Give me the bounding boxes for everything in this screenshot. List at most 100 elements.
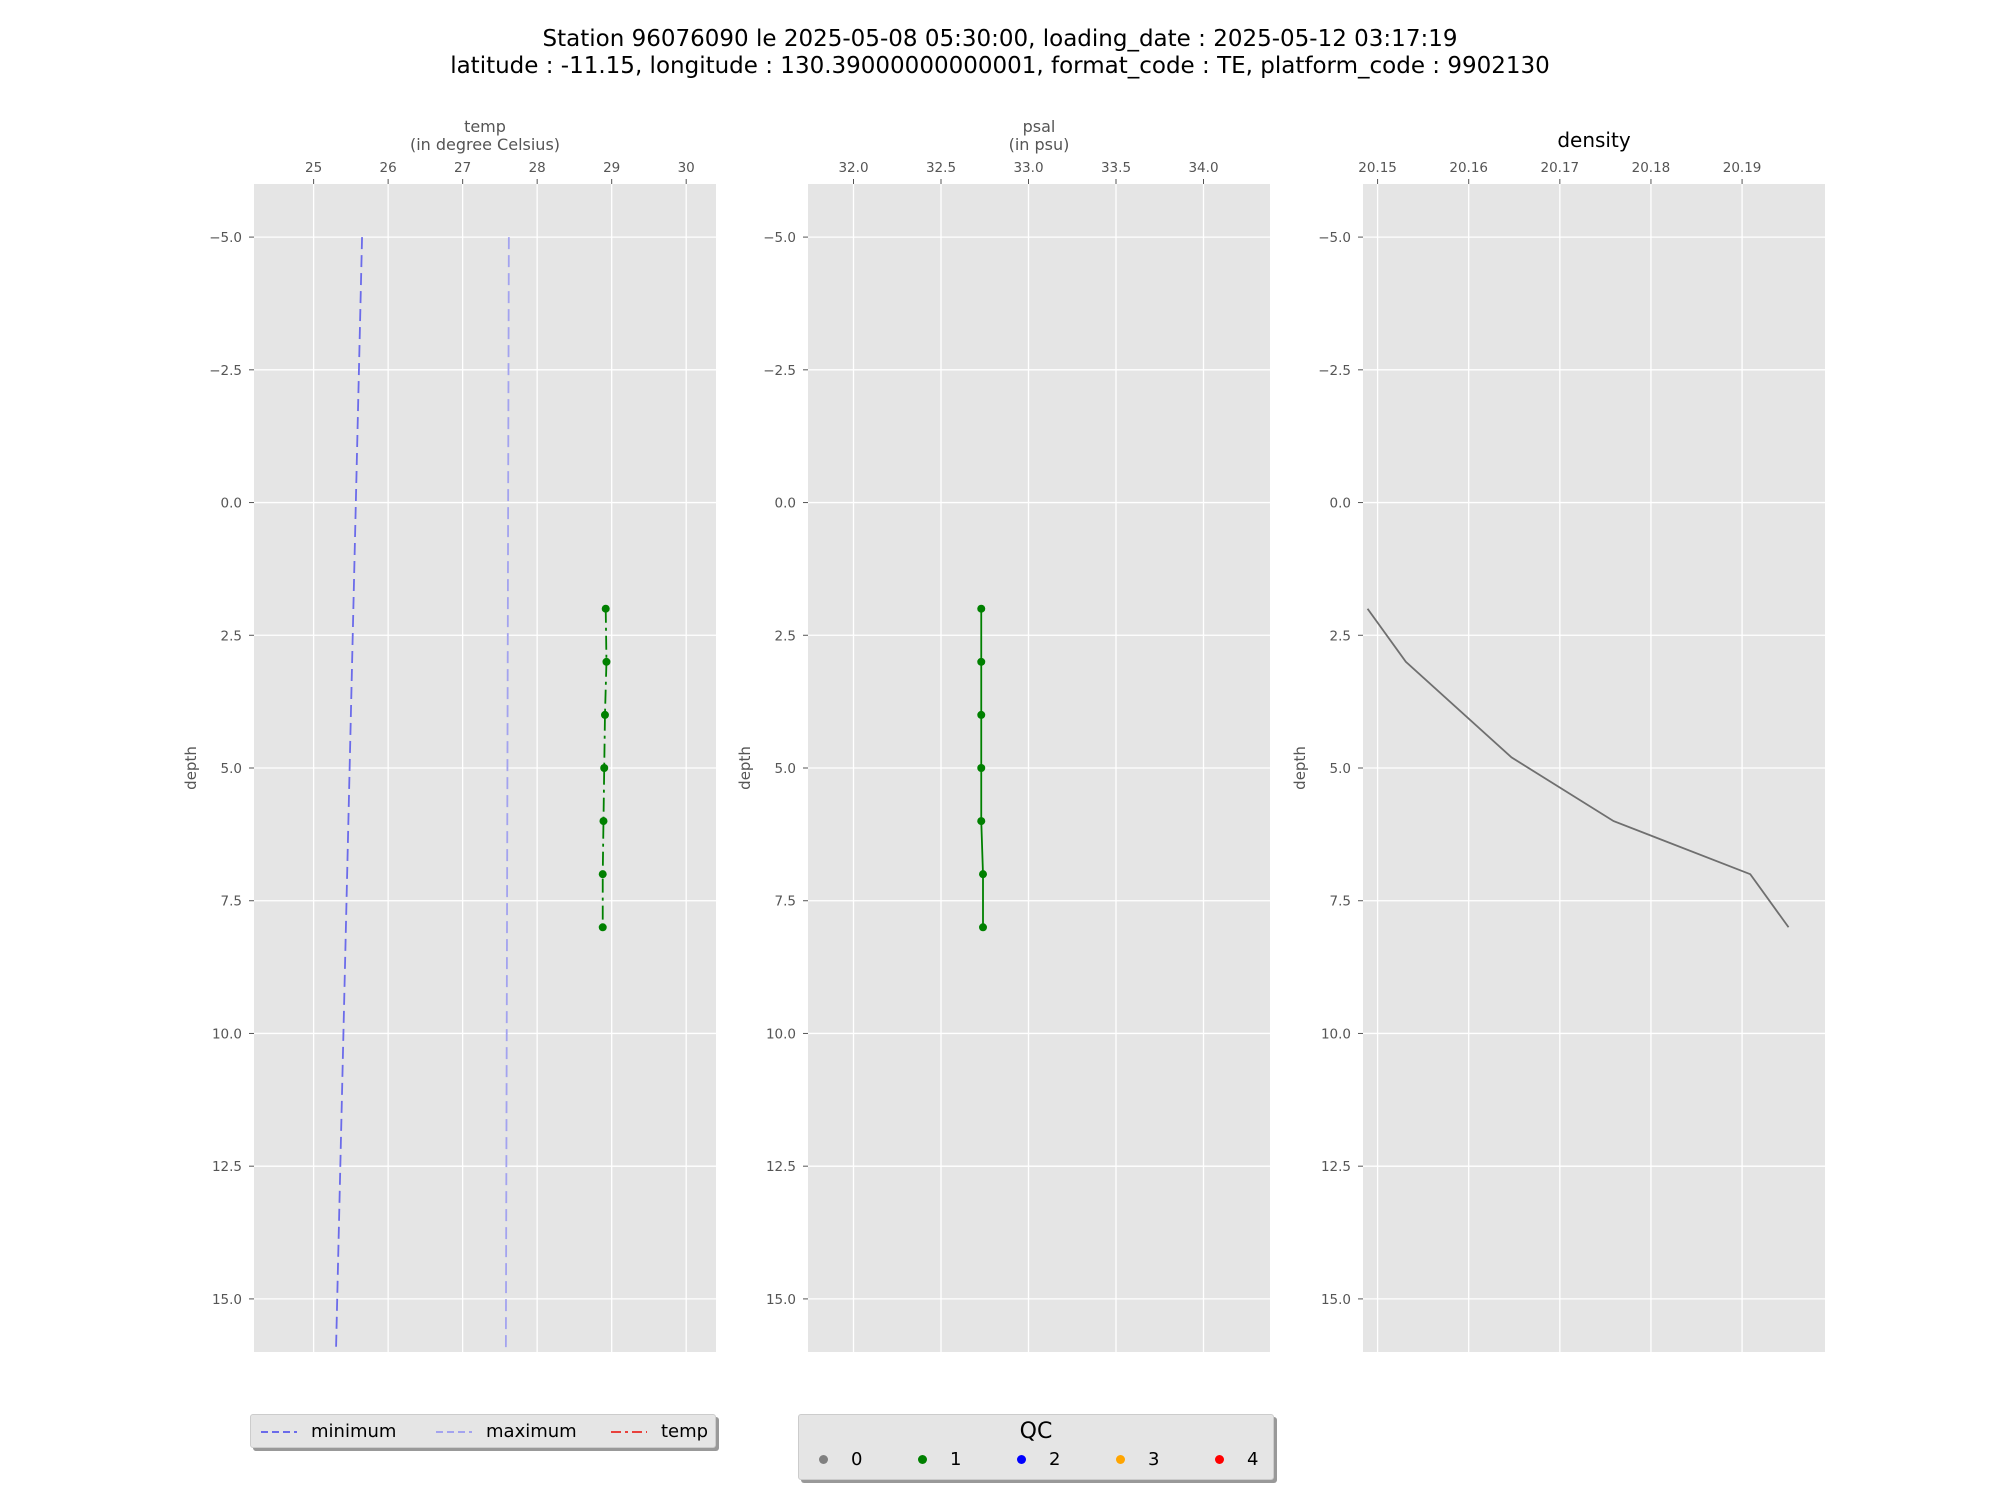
y-tick-label: −5.0 (209, 230, 242, 246)
data-point-temp (598, 923, 607, 932)
qc-legend-label: 1 (950, 1449, 962, 1470)
qc-legend: QC 0 1 2 3 4 (798, 1414, 1274, 1480)
qc-legend-label: 0 (851, 1449, 863, 1470)
series-line-minimum (335, 237, 363, 1353)
panel-psal: 32.0 32.5 33.0 33.5 34.0 −5.0 −2.5 0.0 2.5 5.0 7.5… (736, 117, 1270, 1352)
legend-label: maximum (486, 1421, 577, 1442)
y-tick-label: −5.0 (1318, 230, 1351, 246)
x-tick-label: 20.17 (1541, 160, 1580, 176)
data-point-psal (977, 817, 986, 826)
qc-legend-label: 4 (1247, 1449, 1259, 1470)
qc-legend-item-0: 0 (819, 1449, 862, 1470)
x-axis-label: (in degree Celsius) (410, 135, 560, 154)
data-point-psal (979, 923, 987, 932)
qc-legend-item-4: 4 (1215, 1449, 1258, 1470)
x-tick-label: 20.16 (1449, 160, 1488, 176)
y-tick-label: 12.5 (212, 1159, 242, 1175)
y-tick-label: 12.5 (1321, 1159, 1351, 1175)
data-point-psal (979, 870, 987, 879)
qc-color-dot (1017, 1455, 1026, 1464)
qc-color-dot (1215, 1455, 1224, 1464)
data-point-psal (977, 710, 986, 719)
x-axis-label: (in psu) (1009, 135, 1070, 154)
legend-line-swatch (436, 1430, 472, 1433)
legend-line-swatch (611, 1430, 647, 1433)
x-tick-label: 32.0 (838, 160, 868, 176)
qc-color-dot (918, 1455, 927, 1464)
y-tick-label: 15.0 (766, 1292, 796, 1308)
line-legend: minimum maximum temp (250, 1414, 716, 1448)
x-tick-label: 20.18 (1632, 160, 1671, 176)
legend-item-maximum: maximum (434, 1421, 577, 1442)
y-tick-label: −2.5 (209, 363, 242, 379)
x-tick-label: 28 (529, 160, 546, 176)
data-point-psal (977, 604, 986, 613)
x-axis-label: psal (1023, 117, 1056, 136)
data-point-temp (600, 764, 609, 772)
y-tick-label: 15.0 (212, 1292, 242, 1308)
qc-legend-label: 2 (1049, 1449, 1061, 1470)
qc-legend-label: 3 (1148, 1449, 1160, 1470)
data-point-psal (977, 657, 986, 666)
y-tick-label: 10.0 (212, 1026, 242, 1042)
y-tick-label: 7.5 (1330, 894, 1351, 910)
qc-legend-title: QC (1019, 1419, 1053, 1444)
y-axis-label: depth (1291, 746, 1309, 790)
qc-legend-item-2: 2 (1017, 1449, 1060, 1470)
x-tick-label: 27 (454, 160, 471, 176)
y-tick-label: 0.0 (221, 496, 242, 512)
y-tick-label: −2.5 (763, 363, 796, 379)
y-tick-label: 7.5 (775, 894, 796, 910)
y-tick-label: 7.5 (221, 894, 242, 910)
data-point-temp (600, 710, 609, 719)
x-tick-label: 33.5 (1101, 160, 1131, 176)
y-axis-label: depth (736, 746, 754, 790)
x-tick-label: 34.0 (1188, 160, 1218, 176)
qc-legend-item-1: 1 (918, 1449, 961, 1470)
y-tick-label: 10.0 (766, 1026, 796, 1042)
legend-label: temp (661, 1421, 709, 1442)
data-point-temp (602, 657, 611, 666)
y-tick-label: 15.0 (1321, 1292, 1351, 1308)
y-tick-label: 2.5 (221, 628, 242, 644)
x-tick-label: 20.15 (1358, 160, 1397, 176)
chart-title-line-1: Station 96076090 le 2025-05-08 05:30:00,… (542, 26, 1458, 52)
legend-label: minimum (311, 1421, 397, 1442)
x-tick-label: 25 (305, 160, 322, 176)
qc-color-dot (819, 1455, 828, 1464)
y-tick-label: 2.5 (1330, 628, 1351, 644)
y-tick-label: 5.0 (1330, 761, 1351, 777)
data-point-temp (598, 870, 607, 879)
x-tick-label: 26 (380, 160, 397, 176)
y-tick-label: −5.0 (763, 230, 796, 246)
x-tick-label: 30 (678, 160, 695, 176)
y-tick-label: 12.5 (766, 1159, 796, 1175)
legend-item-minimum: minimum (259, 1421, 396, 1442)
series-line-maximum (504, 237, 510, 1353)
panel-density: 20.15 20.16 20.17 20.18 20.19 −5.0 −2.5 0.0 2.5 5… (1291, 128, 1825, 1352)
x-tick-label: 33.0 (1013, 160, 1043, 176)
y-tick-label: −2.5 (1318, 363, 1351, 379)
data-point-psal (977, 764, 986, 772)
qc-legend-item-3: 3 (1116, 1449, 1159, 1470)
panel-title: density (1557, 128, 1630, 152)
legend-item-temp: temp (609, 1421, 708, 1442)
x-tick-label: 20.19 (1723, 160, 1762, 176)
qc-color-dot (1116, 1455, 1125, 1464)
series-line-density (1366, 608, 1790, 928)
x-axis-label: temp (464, 117, 506, 136)
y-axis-label: depth (182, 746, 200, 790)
y-tick-label: 2.5 (775, 628, 796, 644)
legend-line-swatch (261, 1430, 297, 1433)
data-point-temp (601, 604, 610, 613)
y-tick-label: 0.0 (775, 496, 796, 512)
y-tick-label: 0.0 (1330, 496, 1351, 512)
chart-title-line-2: latitude : -11.15, longitude : 130.39000… (450, 53, 1550, 79)
y-tick-label: 5.0 (775, 761, 796, 777)
x-tick-label: 29 (603, 160, 620, 176)
y-tick-label: 5.0 (221, 761, 242, 777)
y-tick-label: 10.0 (1321, 1026, 1351, 1042)
panel-temp: 25 26 27 28 29 30 −5.0 −2.5 0.0 2.5 5.0 7.5 10.0 12.5… (182, 117, 716, 1353)
x-tick-label: 32.5 (926, 160, 956, 176)
